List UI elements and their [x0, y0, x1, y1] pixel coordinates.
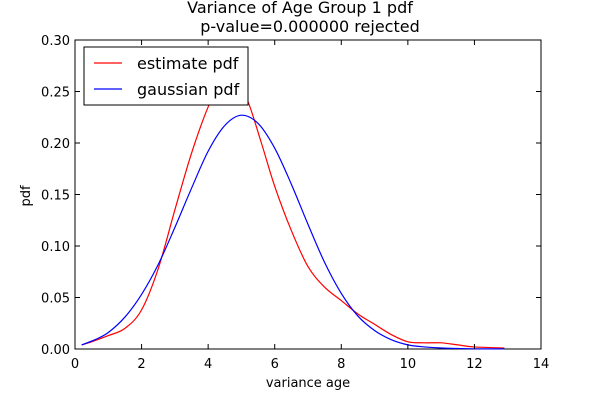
chart-subtitle: p-value=0.000000 rejected	[200, 17, 419, 36]
y-axis-label: pdf	[19, 185, 34, 207]
y-tick-label: 0.25	[41, 86, 70, 101]
x-axis-label: variance age	[266, 376, 350, 391]
x-tick-label: 10	[400, 357, 417, 372]
x-axis-ticks: 0 2 4 6 8 10 12 14	[71, 40, 549, 372]
x-tick-label: 14	[533, 357, 550, 372]
x-tick-label: 4	[204, 357, 212, 372]
y-tick-label: 0.05	[41, 292, 70, 307]
legend-label-gaussian: gaussian pdf	[137, 80, 240, 99]
x-tick-label: 6	[271, 357, 279, 372]
legend: estimate pdf gaussian pdf	[83, 46, 249, 106]
chart-title: Variance of Age Group 1 pdf	[187, 0, 413, 17]
y-tick-label: 0.30	[41, 34, 70, 49]
legend-box	[83, 46, 249, 106]
series-layer	[81, 82, 505, 350]
y-tick-label: 0.15	[41, 189, 70, 204]
x-tick-label: 0	[71, 357, 79, 372]
y-tick-label: 0.00	[41, 343, 70, 358]
series-line-gaussian	[81, 114, 505, 350]
y-axis-ticks: 0.00 0.05 0.10 0.15 0.20 0.25 0.30	[41, 34, 541, 358]
series-line-estimate	[81, 82, 505, 349]
y-tick-label: 0.20	[41, 137, 70, 152]
legend-label-estimate: estimate pdf	[137, 54, 239, 73]
y-tick-label: 0.10	[41, 240, 70, 255]
x-tick-label: 12	[466, 357, 483, 372]
x-tick-label: 8	[337, 357, 345, 372]
x-tick-label: 2	[137, 357, 145, 372]
